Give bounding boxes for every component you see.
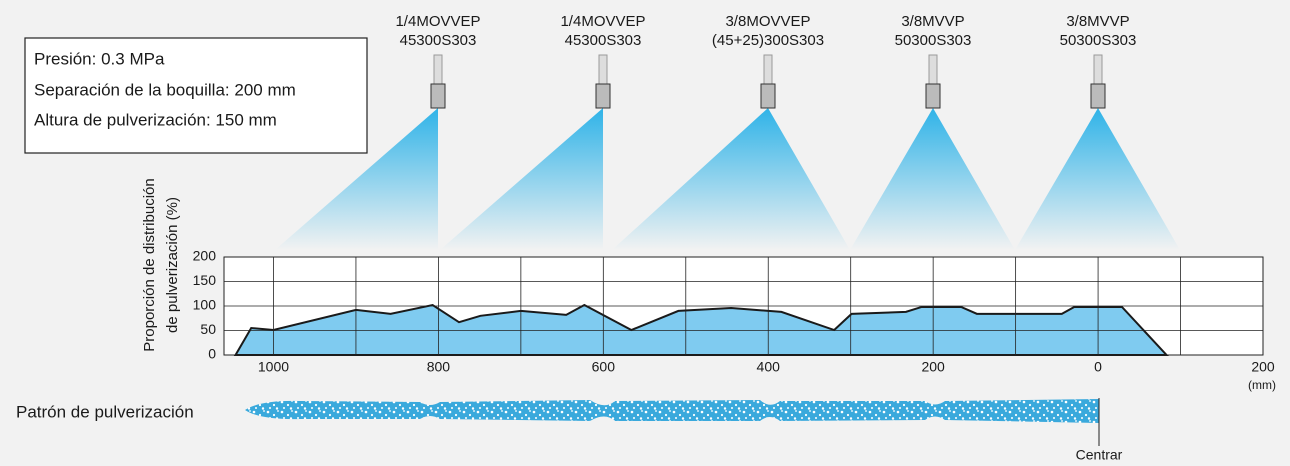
nozzle-model: 3/8MVVP [1066,13,1129,30]
nozzle-stem [763,54,773,86]
nozzle-body [595,83,611,109]
nozzle-body [430,83,446,109]
nozzle-stem [928,54,938,86]
x-tick-label: 0 [1094,359,1102,375]
spray [1015,108,1180,250]
nozzle-model: 1/4MOVVEP [560,13,645,30]
y-tick-label: 0 [208,346,216,362]
y-tick-label: 150 [193,272,217,288]
nozzle-stem [1093,54,1103,86]
y-tick-label: 50 [200,321,216,337]
nozzle-code: 45300S303 [565,32,642,49]
spray [612,108,850,250]
nozzle-model: 1/4MOVVEP [395,13,480,30]
spray [275,108,438,250]
nozzle-stem [433,54,443,86]
nozzle-code: (45+25)300S303 [712,32,824,49]
info-box [24,37,368,154]
nozzle-code: 50300S303 [895,32,972,49]
nozzle-model: 3/8MVVP [901,13,964,30]
y-axis-label: Proporción de distribución [141,178,158,351]
x-tick-label: 600 [592,359,616,375]
spray-pattern [245,399,1099,423]
nozzle-body [925,83,941,109]
x-tick-label: 400 [757,359,781,375]
spray [440,108,603,250]
nozzle-body [1090,83,1106,109]
nozzle-body [760,83,776,109]
nozzle-code: 50300S303 [1060,32,1137,49]
y-tick-label: 100 [193,297,217,313]
info-line: Altura de pulverización: 150 mm [34,110,277,129]
center-label: Centrar [1076,447,1123,463]
nozzle-stem [598,54,608,86]
distribution-area [233,303,1169,356]
spray [850,108,1015,250]
x-tick-label: 200 [921,359,945,375]
info-line: Separación de la boquilla: 200 mm [34,80,296,99]
nozzle-model: 3/8MOVVEP [725,13,810,30]
x-tick-label: 1000 [258,359,289,375]
nozzle-code: 45300S303 [400,32,477,49]
x-unit: (mm) [1248,378,1276,392]
y-axis-label: de pulverización (%) [164,197,181,333]
info-line: Presión: 0.3 MPa [34,49,165,68]
x-tick-label: 200 [1251,359,1275,375]
x-tick-label: 800 [427,359,451,375]
pattern-label: Patrón de pulverización [16,402,194,421]
y-tick-label: 200 [193,248,217,264]
